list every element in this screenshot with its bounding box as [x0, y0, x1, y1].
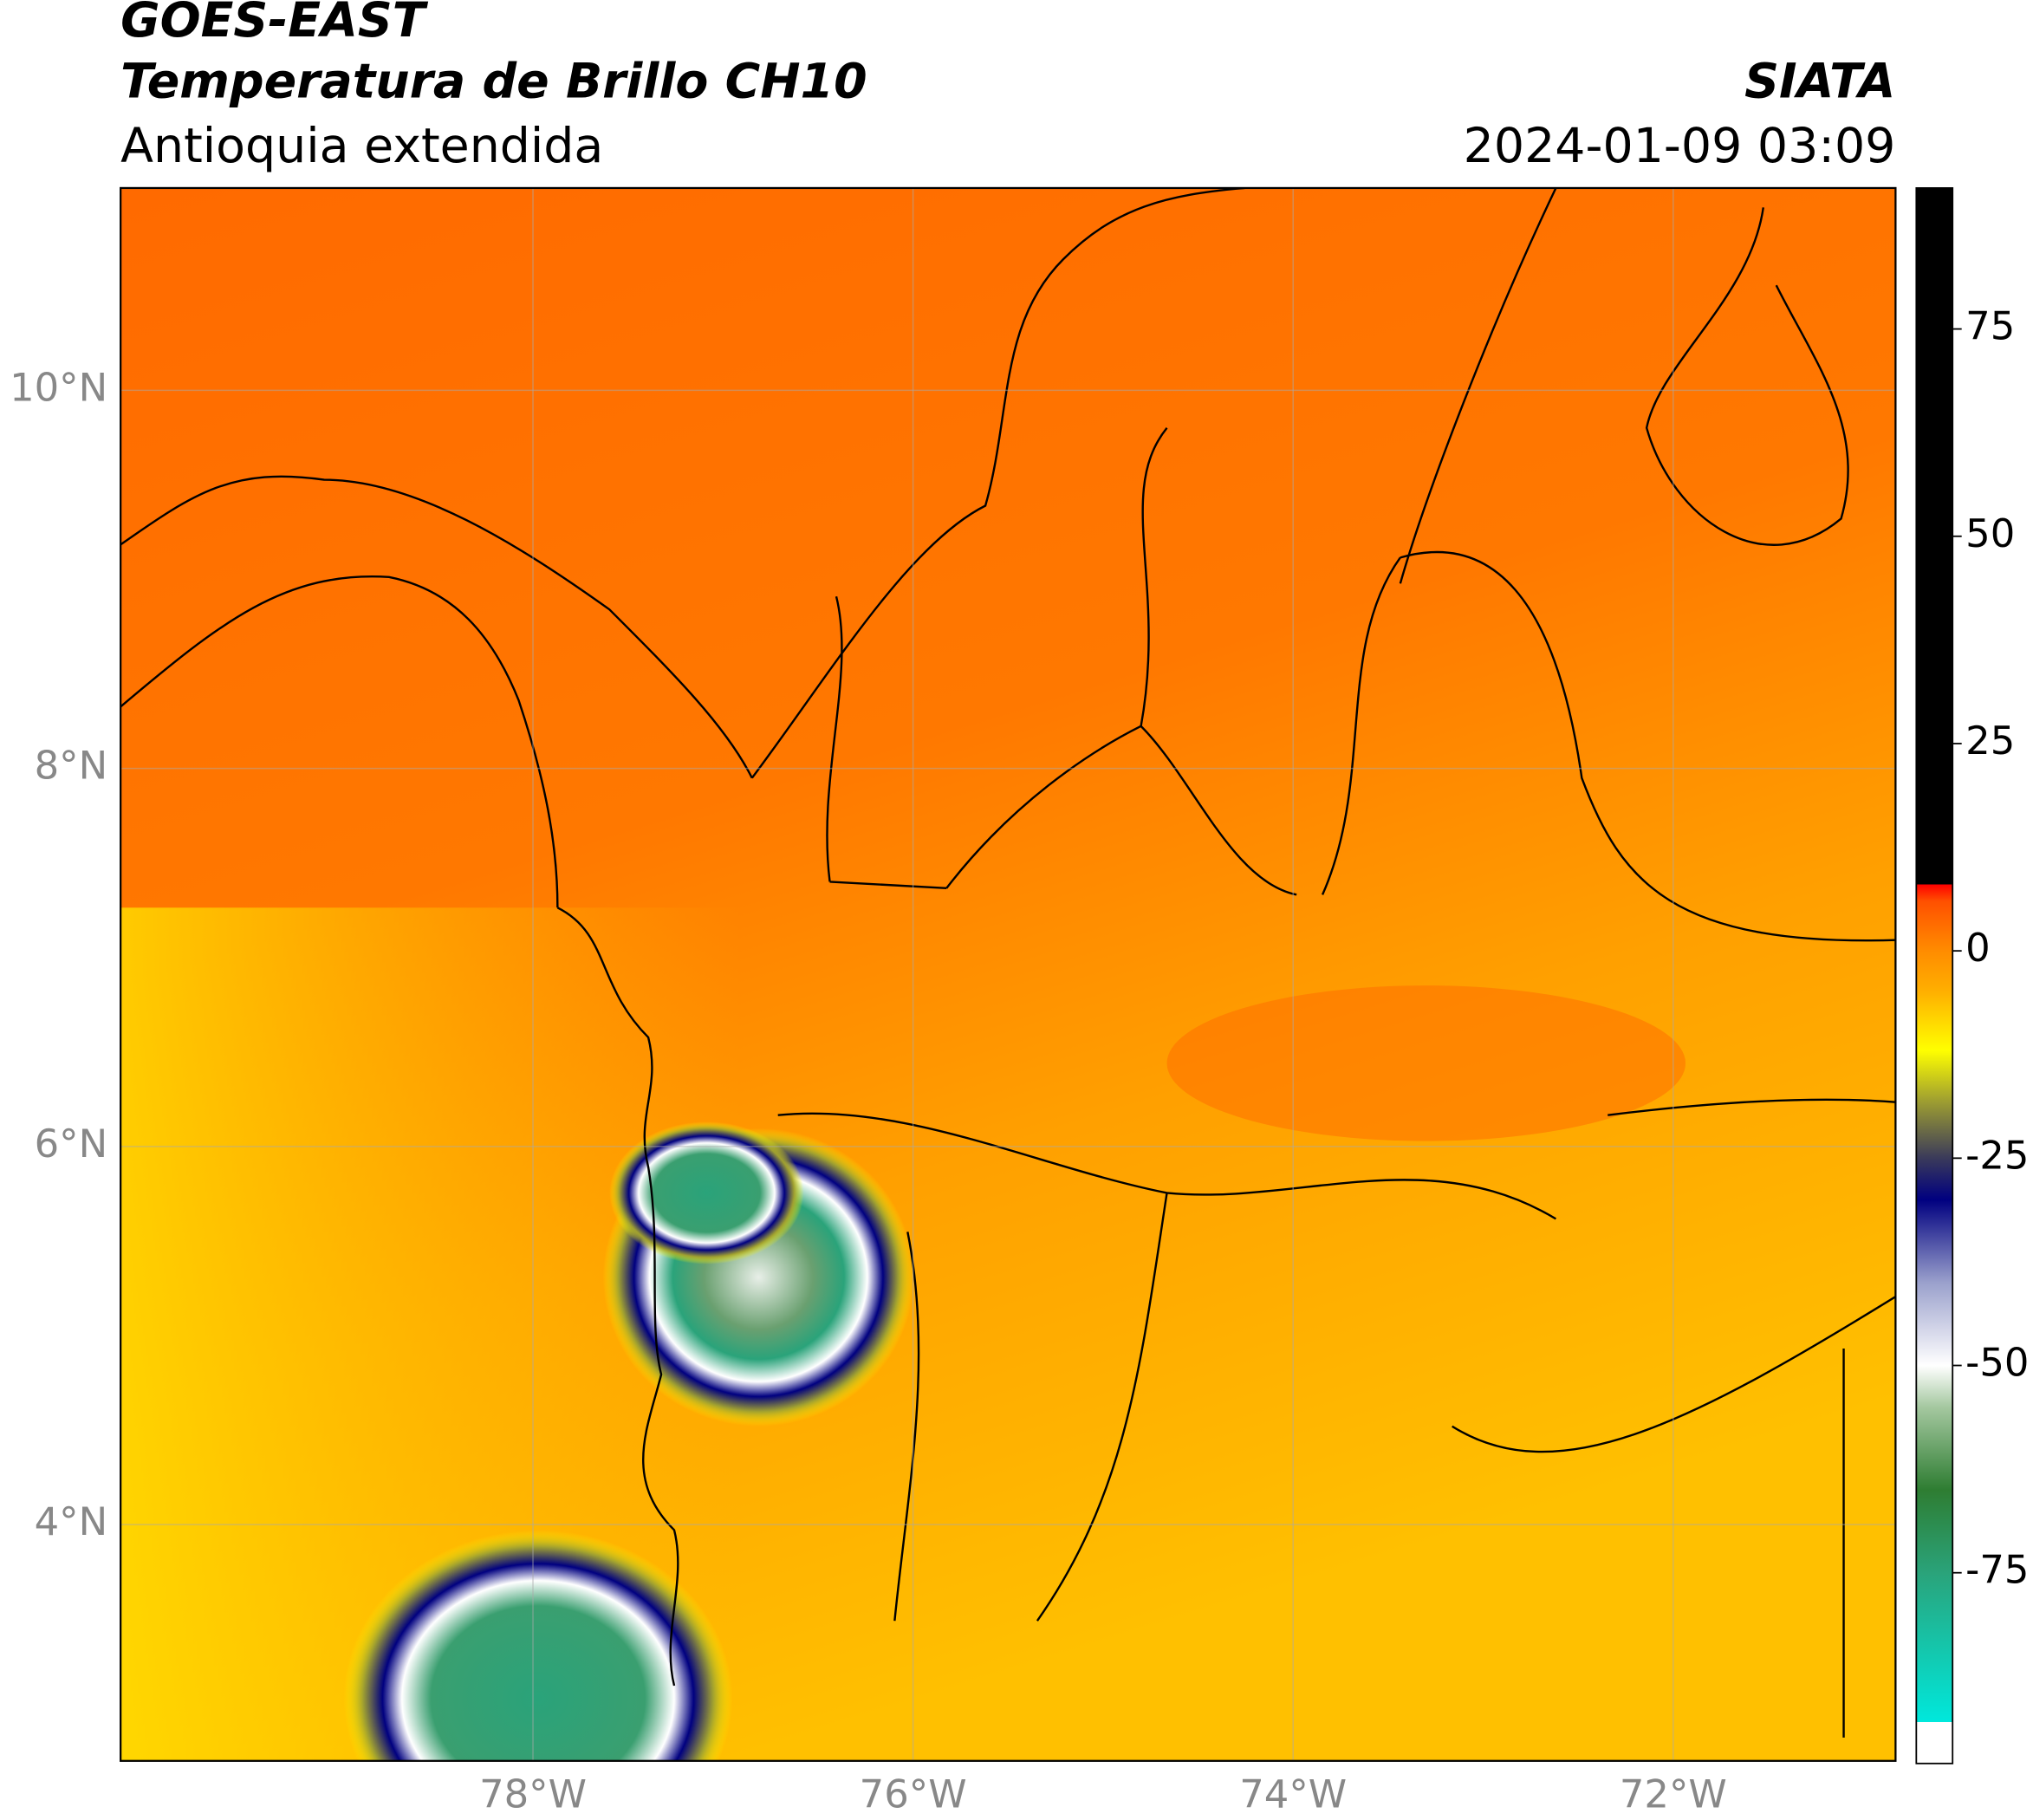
x-tick-label: 78°W [479, 1771, 587, 1817]
map-shade [1166, 985, 1686, 1141]
cloud [343, 1530, 733, 1761]
cloud [609, 1121, 804, 1264]
coastline [556, 907, 679, 1687]
y-tick-label: 10°N [10, 364, 107, 410]
x-tick-label: 74°W [1239, 1771, 1347, 1817]
colorbar-tick-label: 50 [1965, 510, 2015, 556]
grid [120, 187, 1896, 1761]
coastline [750, 187, 1849, 779]
colorbar-tick-label: -75 [1965, 1547, 2029, 1593]
timestamp: 2024-01-09 03:09 [1464, 119, 1896, 174]
colorbar-tick-label: 25 [1965, 718, 2015, 764]
subtitle: Temperatura de Brillo CH10 [120, 54, 867, 109]
colorbar-tick-label: -50 [1965, 1340, 2029, 1386]
map-image [120, 187, 1896, 1761]
boundary [777, 426, 1896, 1738]
title: GOES-EAST [120, 0, 429, 49]
coastline [120, 475, 753, 908]
colorbar-tick-label: -25 [1965, 1132, 2029, 1178]
colorbar-tick-label: 75 [1965, 303, 2015, 349]
x-tick-label: 76°W [860, 1771, 967, 1817]
y-tick-label: 6°N [35, 1121, 108, 1167]
source: SIATA [1744, 54, 1895, 109]
x-tick-label: 72°W [1620, 1771, 1727, 1817]
y-tick-label: 4°N [35, 1498, 108, 1544]
colorbar-tick-label: 0 [1965, 925, 1991, 971]
region: Antioquia extendida [120, 119, 603, 174]
map-frame [120, 186, 1897, 1762]
colorbar [1915, 187, 1954, 1765]
y-tick-label: 8°N [35, 743, 108, 789]
